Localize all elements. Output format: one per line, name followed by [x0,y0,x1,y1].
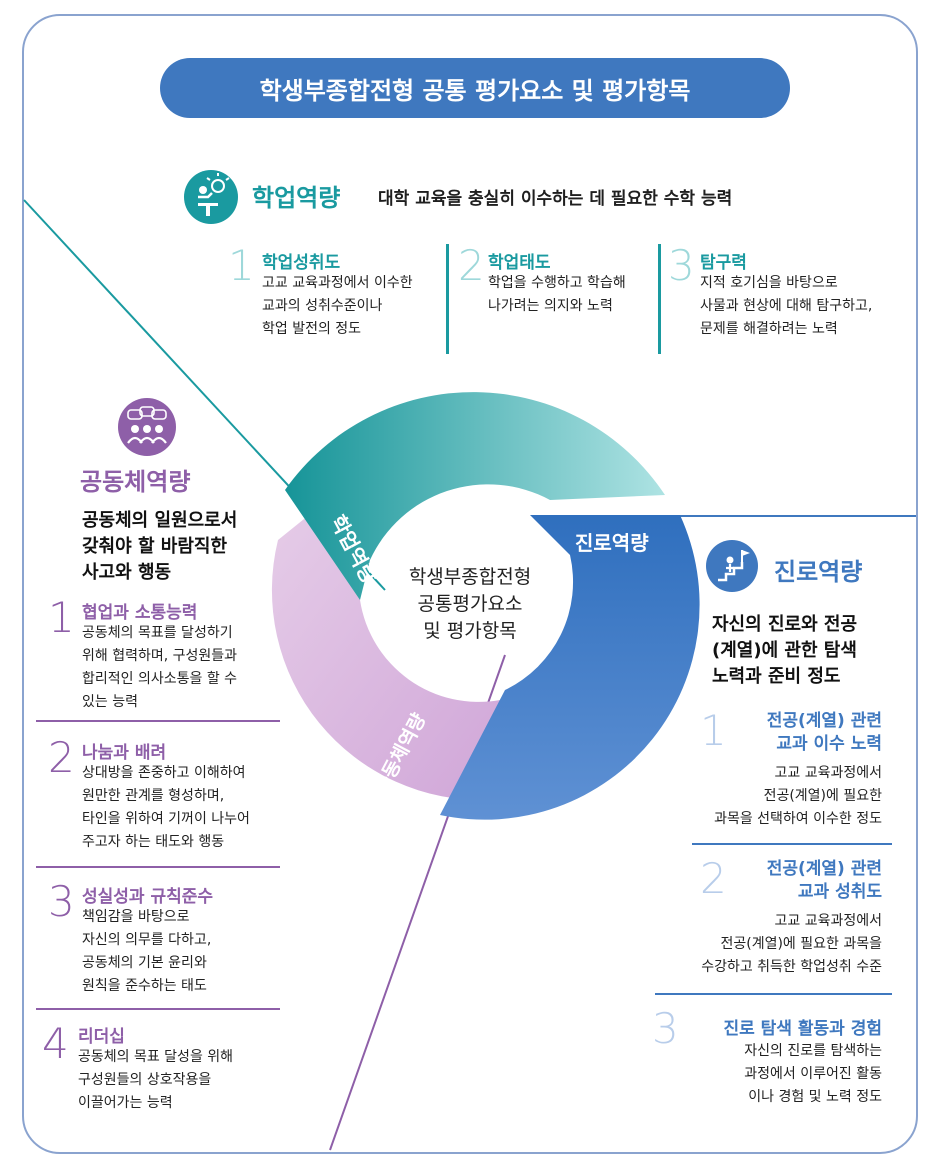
community-item-3-desc: 책임감을 바탕으로 자신의 의무를 다하고, 공동체의 기본 윤리와 원칙을 준수하는… [82,909,212,994]
career-item-1-title: 전공(계열) 관련 교과 이수 노력 [766,711,882,754]
academic-title: 학업역량 [252,184,341,212]
career-separator-2 [655,993,892,995]
academic-item-3-desc: 지적 호기심을 바탕으로 사물과 현상에 대해 탐구하고, 문제를 해결하려는 노력 [700,275,873,337]
ring-segment-academic [285,392,665,600]
academic-item-1-desc: 고교 교육과정에서 이수한 교과의 성취수준이나 학업 발전의 정도 [262,275,413,337]
center-line-1: 학생부종합전형 [409,566,531,588]
community-item-1-title: 협업과 소통능력 [82,603,198,623]
community-item-4-number: 4 [42,1019,69,1068]
academic-separator-2 [658,244,661,354]
lecturer-lightbulb-icon [184,170,238,224]
community-item-4-desc: 공동체의 목표 달성을 위해 구성원들의 상호작용을 이끌어가는 능력 [78,1049,234,1111]
person-stairs-flag-icon [706,540,758,592]
outer-frame [22,14,918,1154]
academic-subtitle: 대학 교육을 충실히 이수하는 데 필요한 수학 능력 [378,189,733,209]
community-separator-3 [36,1008,280,1010]
career-item-2-desc: 고교 교육과정에서 전공(계열)에 필요한 과목을 수강하고 취득한 학업성취 수준 [701,913,882,975]
career-item-3-number: 3 [652,1004,679,1053]
community-item-2-title: 나눔과 배려 [82,743,167,763]
career-item-3-title: 진로 탐색 활동과 경험 [723,1019,882,1039]
community-item-2-desc: 상대방을 존중하고 이해하여 원만한 관계를 형성하며, 타인을 위하여 기꺼이 나… [82,765,250,850]
career-item-1-desc: 고교 교육과정에서 전공(계열)에 필요한 과목을 선택하여 이수한 정도 [714,765,882,827]
community-item-1-number: 1 [48,593,75,642]
community-item-1-desc: 공동체의 목표를 달성하기 위해 협력하며, 구성원들과 합리적인 의사소통을 할 … [82,625,238,710]
ring-segment-career [440,515,700,820]
page-title: 학생부종합전형 공통 평가요소 및 평가항목 [160,58,790,118]
career-item-2-number: 2 [700,854,727,903]
group-discussion-icon [118,398,176,456]
academic-item-1-number: 1 [228,241,255,290]
career-item-3-desc: 자신의 진로를 탐색하는 과정에서 이루어진 활동 이나 경험 및 노력 정도 [744,1043,882,1105]
center-line-2: 공통평가요소 [418,593,523,615]
community-desc: 공동체의 일원으로서 갖춰야 할 바람직한 사고와 행동 [82,510,238,583]
career-separator-1 [692,843,892,845]
career-item-2-title: 전공(계열) 관련 교과 성취도 [766,859,882,902]
academic-item-3-number: 3 [668,241,695,290]
community-item-2-number: 2 [48,733,75,782]
career-item-1-number: 1 [700,706,727,755]
academic-item-2-number: 2 [458,241,485,290]
community-separator-2 [36,866,280,868]
community-item-4-title: 리더십 [78,1027,125,1047]
career-desc: 자신의 진로와 전공 (계열)에 관한 탐색 노력과 준비 정도 [712,614,858,687]
community-item-3-title: 성실성과 규칙준수 [82,887,214,907]
community-title: 공동체역량 [80,468,191,496]
academic-item-3-title: 탐구력 [700,253,747,273]
career-title: 진로역량 [774,558,863,586]
academic-separator-1 [446,244,449,354]
ring-segment-community [271,490,500,801]
academic-item-2-desc: 학업을 수행하고 학습해 나가려는 의지와 노력 [488,275,626,314]
center-line-3: 및 평가항목 [423,620,516,642]
community-separator-1 [36,720,280,722]
community-item-3-number: 3 [48,877,75,926]
ring-label-career: 진로역량 [575,531,649,555]
academic-item-2-title: 학업태도 [488,253,551,273]
academic-item-1-title: 학업성취도 [262,253,341,273]
